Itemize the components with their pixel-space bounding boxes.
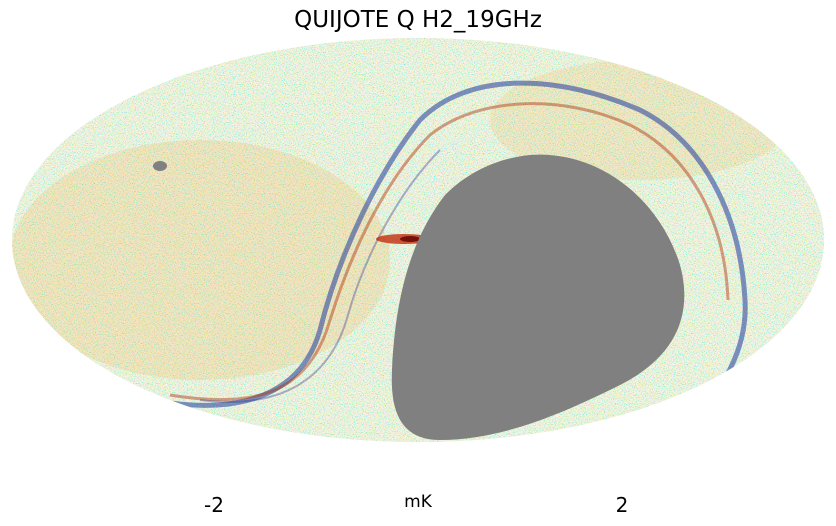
colorbar-min-label: -2 — [204, 493, 224, 517]
colorbar-max-label: 2 — [615, 493, 629, 517]
masked-spot — [153, 161, 167, 171]
colorbar-unit-label: mK — [404, 492, 432, 512]
sky-map — [12, 38, 824, 442]
masked-region — [391, 154, 685, 440]
map-disk — [12, 38, 824, 442]
stripe-arc-outer — [129, 80, 748, 422]
stripe-arc-inner — [169, 102, 730, 402]
map-title: QUIJOTE Q H2_19GHz — [294, 7, 542, 33]
